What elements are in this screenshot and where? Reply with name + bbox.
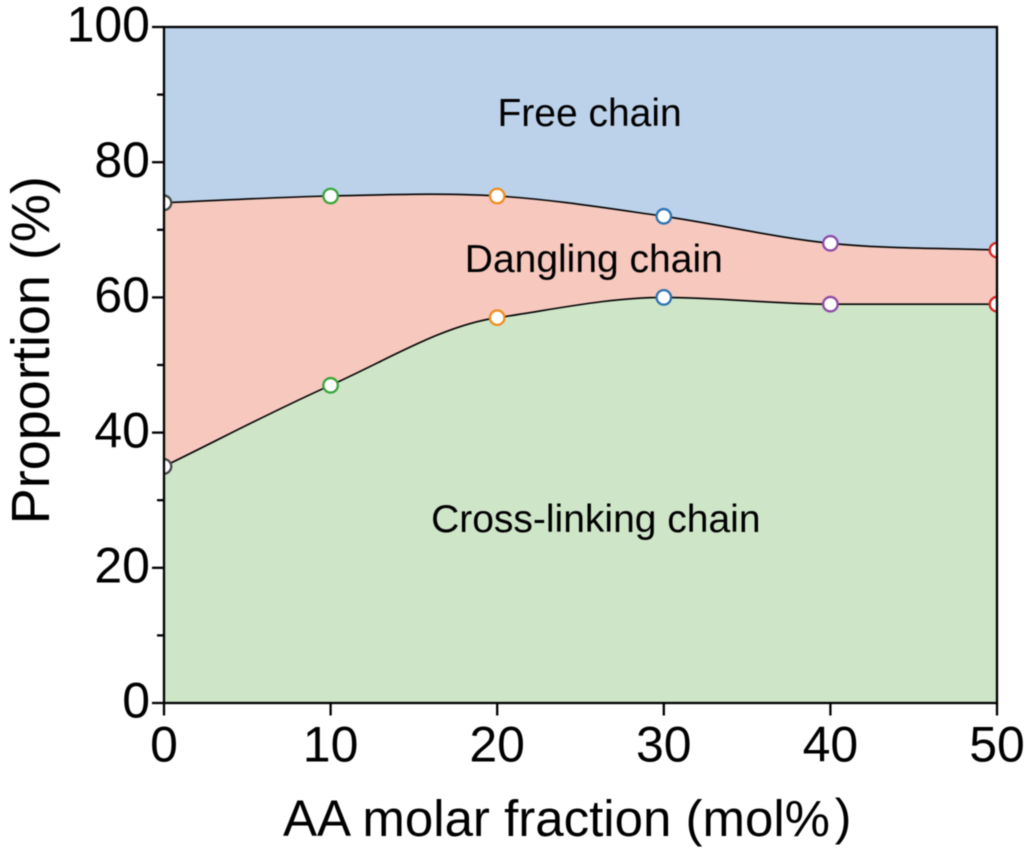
svg-text:50: 50 — [969, 717, 1024, 773]
svg-text:40: 40 — [803, 717, 859, 773]
svg-text:0: 0 — [150, 717, 178, 773]
svg-text:10: 10 — [303, 717, 359, 773]
svg-text:60: 60 — [94, 267, 150, 323]
svg-text:AA molar fraction (mol%: AA molar fraction (mol% — [283, 790, 830, 847]
svg-text:40: 40 — [94, 402, 150, 458]
svg-text:20: 20 — [94, 538, 150, 594]
svg-text:80: 80 — [94, 132, 150, 188]
svg-text:0: 0 — [122, 673, 150, 729]
svg-text:Proportion (%): Proportion (%) — [1, 176, 61, 524]
svg-text:20: 20 — [469, 717, 525, 773]
svg-text:100: 100 — [67, 0, 150, 53]
svg-text:Cross-linking chain: Cross-linking chain — [431, 498, 760, 541]
svg-text:Dangling chain: Dangling chain — [465, 238, 723, 281]
svg-text:Free chain: Free chain — [497, 92, 681, 135]
svg-text:30: 30 — [636, 717, 692, 773]
svg-text:): ) — [835, 789, 852, 845]
